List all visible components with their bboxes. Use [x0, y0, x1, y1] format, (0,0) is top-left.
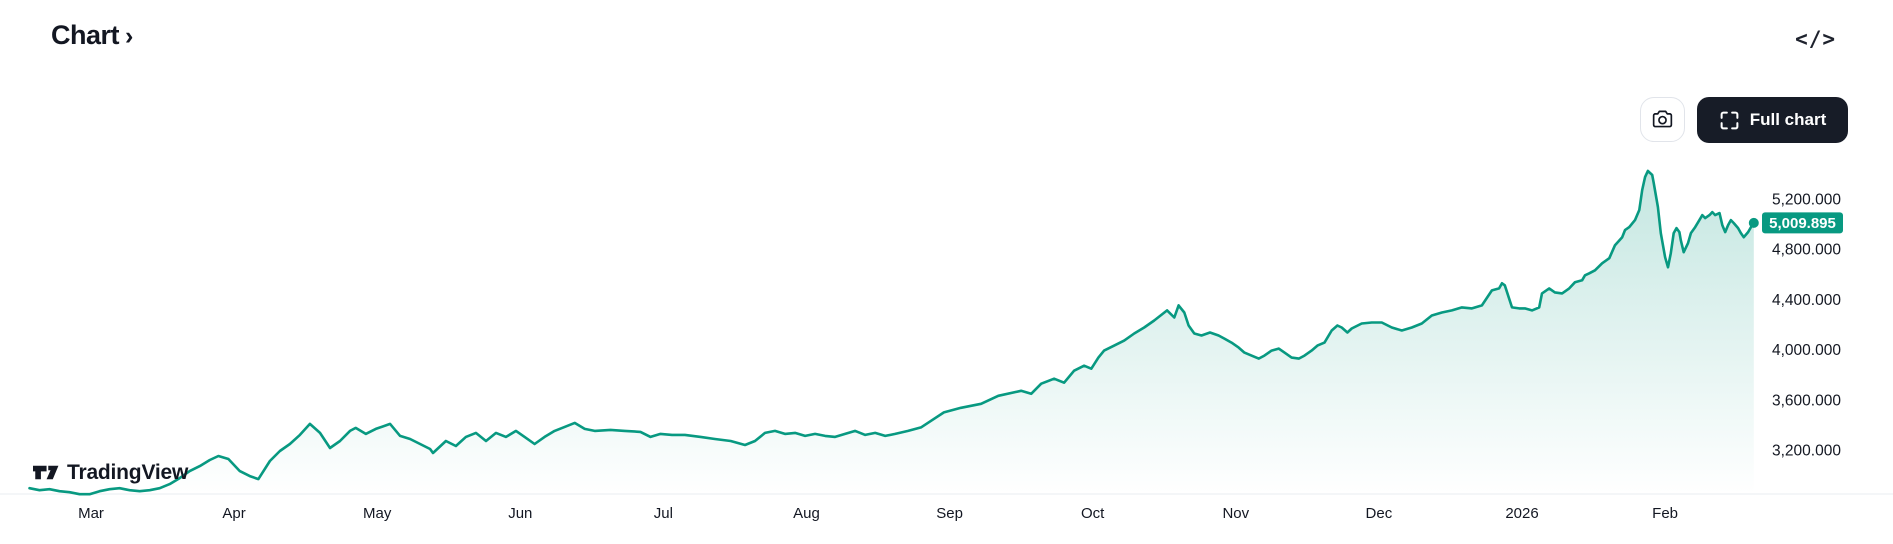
current-price-badge [1762, 212, 1843, 234]
price-axis-label: 3,200.000 [1772, 443, 1841, 460]
tradingview-logo[interactable]: TradingView [33, 460, 188, 485]
time-axis-label: Jun [508, 505, 532, 522]
time-axis-label: Nov [1222, 505, 1249, 522]
price-axis-label: 3,600.000 [1772, 392, 1841, 409]
price-axis-label: 5,200.000 [1772, 192, 1841, 209]
price-axis-label: 4,000.000 [1772, 342, 1841, 359]
time-axis-label: Aug [793, 505, 820, 522]
page-title: Chart [51, 20, 120, 50]
snapshot-button[interactable] [1640, 97, 1685, 142]
time-axis-label: Feb [1652, 505, 1678, 522]
fullscreen-icon [1719, 110, 1740, 131]
price-line [28, 169, 1756, 496]
tradingview-wordmark: TradingView [67, 460, 189, 484]
embed-code-icon[interactable]: </> [1795, 27, 1836, 51]
price-area-fill [29, 170, 1754, 495]
time-axis-label: Apr [222, 505, 245, 522]
camera-icon [1650, 107, 1675, 132]
time-axis-label: Oct [1081, 505, 1105, 522]
price-axis-label: 4,400.000 [1772, 292, 1841, 309]
chevron-right-icon: › [125, 22, 134, 50]
time-axis-label: May [363, 505, 392, 522]
price-axis-label: 4,800.000 [1772, 242, 1841, 259]
current-price-label: 5,009.895 [1769, 215, 1836, 232]
full-chart-button[interactable]: Full chart [1697, 97, 1848, 143]
time-axis-label: Mar [78, 505, 104, 522]
time-axis-label: 2026 [1505, 505, 1538, 522]
time-axis-label: Dec [1366, 505, 1393, 522]
full-chart-label: Full chart [1749, 110, 1827, 129]
tradingview-mark-icon [33, 460, 59, 485]
last-price-dot [1748, 217, 1759, 228]
time-axis-label: Sep [936, 505, 963, 522]
chart-title-link[interactable]: Chart › [51, 20, 133, 51]
time-axis-label: Jul [654, 505, 673, 522]
